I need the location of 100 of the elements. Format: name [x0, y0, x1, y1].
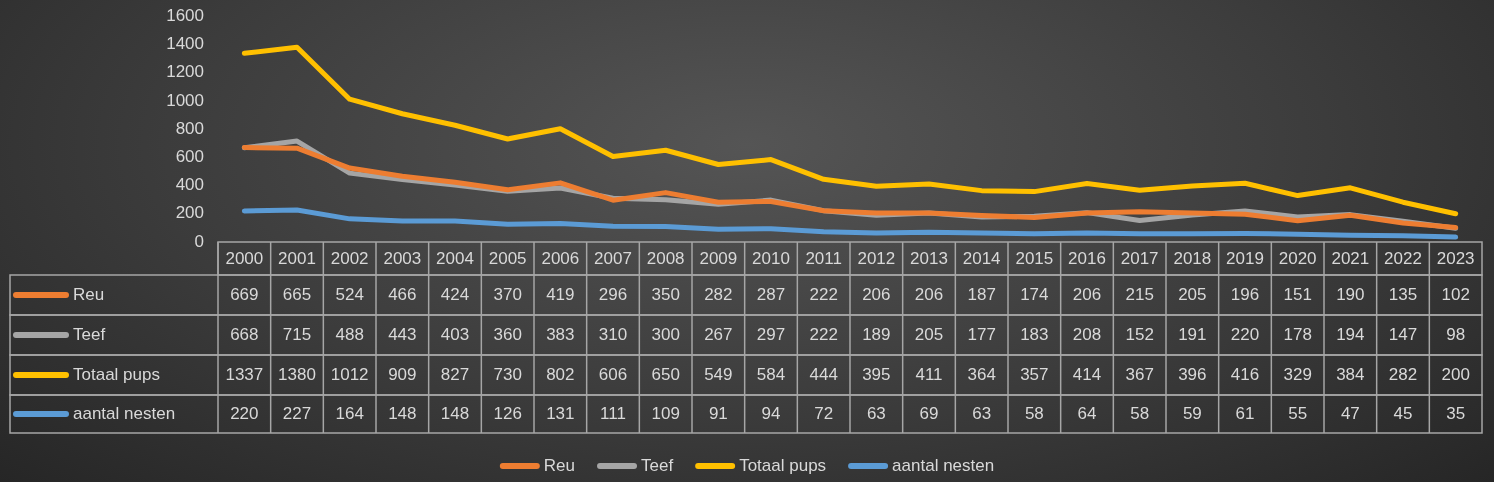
data-label: 419 — [546, 284, 575, 304]
x-tick-label: 2016 — [1068, 249, 1106, 269]
data-label: 58 — [1130, 403, 1150, 423]
data-label: 206 — [1072, 284, 1102, 304]
data-label: 329 — [1283, 364, 1312, 384]
data-label: 360 — [493, 324, 522, 344]
data-label: 148 — [440, 403, 470, 423]
data-label: 135 — [1388, 284, 1418, 304]
data-label: 177 — [967, 324, 996, 344]
data-label: 35 — [1446, 403, 1466, 423]
x-tick-label: 2023 — [1436, 249, 1475, 269]
data-label: 178 — [1283, 324, 1312, 344]
x-tick-label: 2001 — [278, 249, 316, 269]
y-tick-label: 600 — [175, 147, 204, 167]
data-label: 148 — [388, 403, 417, 423]
data-label: 220 — [230, 403, 259, 423]
data-label: 367 — [1125, 364, 1154, 384]
data-label: 191 — [1178, 324, 1207, 344]
data-label: 665 — [282, 284, 312, 304]
data-label: 411 — [915, 364, 943, 384]
data-label: 730 — [493, 364, 522, 384]
data-label: 64 — [1077, 403, 1097, 423]
text: aantal nesten — [892, 455, 995, 475]
data-label: 370 — [493, 284, 522, 304]
data-label: 147 — [1388, 324, 1418, 344]
data-label: 287 — [756, 284, 786, 304]
data-label: 909 — [388, 364, 417, 384]
data-label: 206 — [862, 284, 891, 304]
x-tick-label: 2010 — [752, 249, 790, 269]
data-label: 55 — [1288, 403, 1308, 423]
data-label: 196 — [1230, 284, 1260, 304]
y-tick-label: 800 — [175, 118, 204, 138]
data-label: 650 — [651, 364, 680, 384]
data-label: 63 — [972, 403, 992, 423]
data-label: 524 — [335, 284, 364, 304]
data-label: 715 — [282, 324, 312, 344]
data-label: 126 — [493, 403, 522, 423]
data-label: 45 — [1393, 403, 1413, 423]
data-label: 416 — [1230, 364, 1260, 384]
data-label: 1012 — [330, 364, 369, 384]
data-label: 220 — [1230, 324, 1260, 344]
x-tick-label: 2013 — [910, 249, 948, 269]
x-tick-label: 2011 — [805, 249, 842, 269]
x-tick-label: 2004 — [436, 249, 474, 269]
data-label: 102 — [1441, 284, 1470, 304]
data-label: 91 — [708, 403, 728, 423]
data-label: 549 — [704, 364, 733, 384]
data-label: 444 — [809, 364, 838, 384]
data-label: 200 — [1441, 364, 1470, 384]
data-label: 69 — [919, 403, 939, 423]
data-label: 300 — [651, 324, 680, 344]
data-label: 152 — [1125, 324, 1154, 344]
data-label: 58 — [1024, 403, 1044, 423]
data-label: 296 — [598, 284, 628, 304]
data-label: 109 — [651, 403, 680, 423]
data-label: 111 — [600, 403, 626, 423]
data-label: 827 — [440, 364, 470, 384]
text: Reu — [543, 455, 576, 475]
data-label: 584 — [756, 364, 786, 384]
data-label: 606 — [598, 364, 628, 384]
y-tick-label: 400 — [175, 175, 204, 195]
x-tick-label: 2020 — [1278, 249, 1317, 269]
data-label: 151 — [1283, 284, 1312, 304]
data-label: 208 — [1072, 324, 1102, 344]
data-label: 364 — [967, 364, 996, 384]
data-label: 174 — [1020, 284, 1049, 304]
data-label: 190 — [1336, 284, 1365, 304]
data-label: 669 — [230, 284, 259, 304]
data-label: 72 — [814, 403, 834, 423]
data-label: 189 — [862, 324, 891, 344]
legend-label: Teef — [73, 324, 106, 344]
data-label: 668 — [230, 324, 259, 344]
data-label: 227 — [282, 403, 312, 423]
data-label: 194 — [1336, 324, 1365, 344]
data-label: 443 — [388, 324, 417, 344]
text: Teef — [641, 455, 674, 475]
data-label: 61 — [1235, 403, 1255, 423]
y-tick-label: 1200 — [166, 62, 204, 82]
data-label: 267 — [704, 324, 733, 344]
y-tick-label: 1400 — [166, 34, 204, 54]
data-label: 424 — [440, 284, 470, 304]
data-label: 466 — [388, 284, 417, 304]
data-label: 310 — [598, 324, 628, 344]
data-label: 205 — [1178, 284, 1207, 304]
data-label: 396 — [1178, 364, 1207, 384]
x-tick-label: 2019 — [1226, 249, 1264, 269]
x-tick-label: 2006 — [541, 249, 580, 269]
data-label: 384 — [1336, 364, 1365, 384]
data-label: 395 — [862, 364, 891, 384]
text: Totaal pups — [739, 455, 827, 475]
x-tick-label: 2009 — [699, 249, 738, 269]
y-tick-label: 200 — [175, 203, 204, 223]
legend-label: Reu — [73, 284, 105, 304]
data-label: 47 — [1340, 403, 1360, 423]
y-tick-label: 1000 — [166, 90, 204, 110]
x-tick-label: 2015 — [1015, 249, 1054, 269]
data-label: 205 — [914, 324, 944, 344]
data-label: 131 — [546, 403, 575, 423]
data-label: 297 — [756, 324, 786, 344]
data-label: 357 — [1020, 364, 1049, 384]
